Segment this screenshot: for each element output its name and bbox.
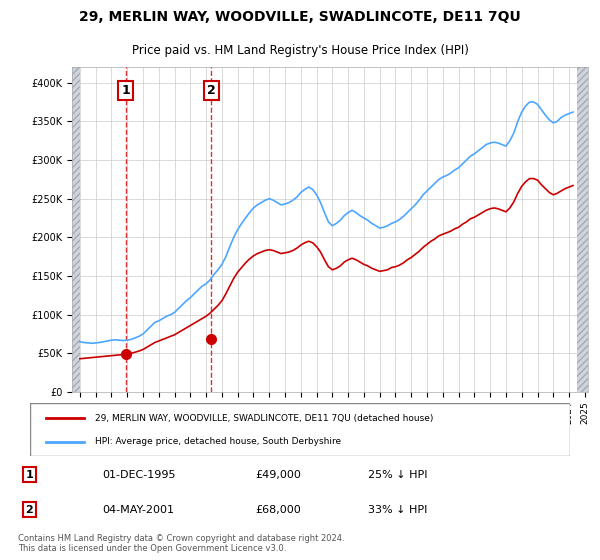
Text: Contains HM Land Registry data © Crown copyright and database right 2024.
This d: Contains HM Land Registry data © Crown c… — [18, 534, 344, 553]
Text: HPI: Average price, detached house, South Derbyshire: HPI: Average price, detached house, Sout… — [95, 437, 341, 446]
Text: 33% ↓ HPI: 33% ↓ HPI — [368, 505, 427, 515]
Text: £68,000: £68,000 — [255, 505, 301, 515]
Text: 01-DEC-1995: 01-DEC-1995 — [103, 470, 176, 479]
Text: 29, MERLIN WAY, WOODVILLE, SWADLINCOTE, DE11 7QU: 29, MERLIN WAY, WOODVILLE, SWADLINCOTE, … — [79, 10, 521, 24]
FancyBboxPatch shape — [30, 403, 570, 456]
Text: 1: 1 — [25, 470, 33, 479]
Text: £49,000: £49,000 — [255, 470, 301, 479]
Text: 25% ↓ HPI: 25% ↓ HPI — [368, 470, 427, 479]
Bar — [72, 67, 80, 392]
Text: 04-MAY-2001: 04-MAY-2001 — [103, 505, 175, 515]
Text: 2: 2 — [207, 84, 216, 97]
Bar — [577, 67, 588, 392]
Text: 2: 2 — [25, 505, 33, 515]
Text: Price paid vs. HM Land Registry's House Price Index (HPI): Price paid vs. HM Land Registry's House … — [131, 44, 469, 57]
Text: 1: 1 — [122, 84, 130, 97]
Text: 29, MERLIN WAY, WOODVILLE, SWADLINCOTE, DE11 7QU (detached house): 29, MERLIN WAY, WOODVILLE, SWADLINCOTE, … — [95, 414, 433, 423]
